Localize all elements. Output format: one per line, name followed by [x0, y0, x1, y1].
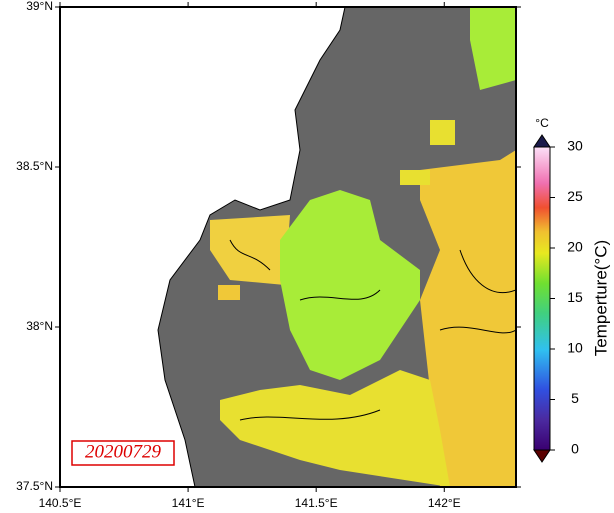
sst-warm [218, 285, 240, 300]
map-frame [59, 6, 517, 488]
map-area [60, 7, 516, 487]
x-tick-label: 142°E [428, 496, 461, 510]
colorbar-tick-label: 30 [567, 138, 583, 154]
sst-warm [210, 215, 290, 285]
colorbar-tick-label: 15 [567, 289, 583, 305]
colorbar-tick-label: 20 [567, 239, 583, 255]
y-tick-label: 38.5°N [16, 159, 53, 173]
colorbar-max-arrow [533, 134, 551, 148]
date-frame [71, 440, 175, 466]
colorbar-title: Temperture(°C) [591, 240, 610, 356]
contour [229, 239, 516, 421]
x-tick-label: 141°E [172, 496, 205, 510]
colorbar-tick-label: 5 [571, 390, 579, 406]
colorbar-tick-label: 25 [567, 188, 583, 204]
x-tick-label: 140.5°E [39, 496, 82, 510]
sst-cool [470, 7, 516, 90]
colorbar [533, 146, 551, 451]
x-tick-label: 141.5°E [295, 496, 338, 510]
sst-warm [420, 150, 516, 487]
y-tick-label: 39°N [26, 0, 53, 13]
colorbar-min-arrow [533, 449, 551, 463]
sst-warm [430, 120, 455, 145]
colorbar-unit: °C [535, 116, 549, 130]
colorbar-tick-label: 10 [567, 340, 583, 356]
sst-cool [280, 190, 420, 380]
sst-warm [400, 170, 430, 185]
colorbar-tick-label: 0 [571, 441, 579, 457]
date-label: 20200729 [85, 441, 162, 462]
date-box: 20200729 [71, 440, 175, 466]
y-tick-label: 38°N [26, 319, 53, 333]
sst-warm [220, 370, 450, 487]
y-tick-label: 37.5°N [16, 479, 53, 493]
